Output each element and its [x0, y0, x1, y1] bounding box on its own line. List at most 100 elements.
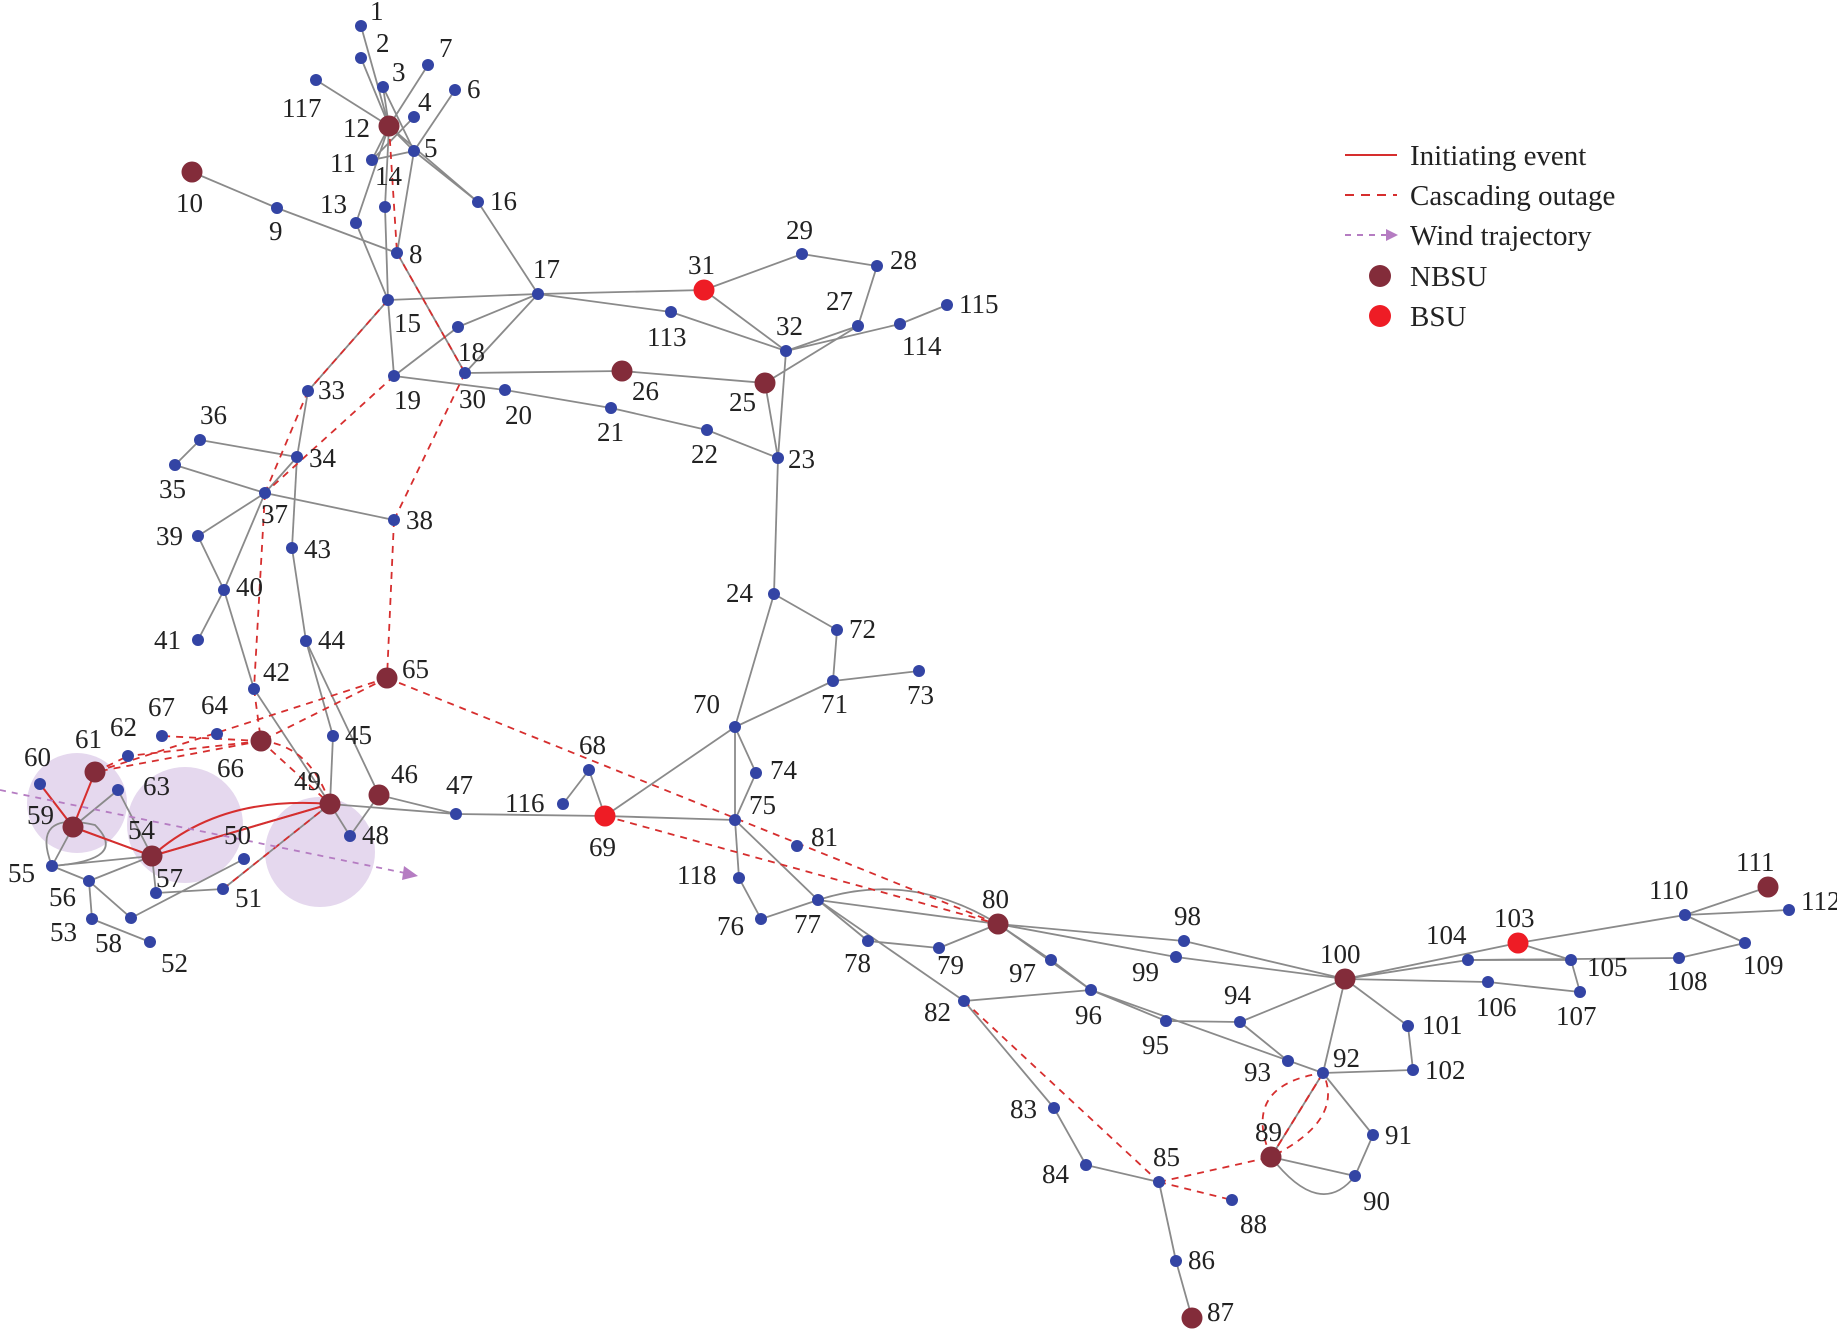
bus-label-45: 45: [345, 720, 372, 750]
bus-68: [583, 764, 595, 776]
line-12-13: [355, 125, 390, 224]
bus-label-74: 74: [770, 755, 798, 785]
line-108-109: [1678, 942, 1746, 959]
bus-44: [300, 635, 312, 647]
line-76-77: [760, 899, 819, 920]
line-113-32: [670, 311, 787, 352]
bus-79: [933, 942, 945, 954]
wind-trajectory-line: [0, 789, 406, 874]
bus-73: [913, 665, 925, 677]
bus-label-93: 93: [1244, 1057, 1271, 1087]
bus-label-24: 24: [726, 578, 754, 608]
bus-label-96: 96: [1075, 1000, 1102, 1030]
bus-label-50: 50: [224, 820, 251, 850]
line-54-56: [88, 855, 153, 882]
line-24-70: [734, 593, 775, 728]
line-2-12: [360, 57, 390, 127]
line-24-72: [773, 593, 838, 631]
bus-label-8: 8: [409, 239, 423, 269]
bus-12: [378, 115, 400, 137]
bus-34: [291, 451, 303, 463]
bus-label-69: 69: [589, 832, 616, 862]
line-20-21: [504, 389, 612, 409]
bus-50: [238, 853, 250, 865]
bus-75: [729, 814, 741, 826]
bus-74: [750, 767, 762, 779]
bus-109: [1739, 937, 1751, 949]
line-80-99: [997, 923, 1177, 958]
cascade-38-65: [386, 519, 395, 679]
bus-label-22: 22: [691, 439, 718, 469]
bus-label-115: 115: [959, 289, 999, 319]
transmission-lines: [39, 25, 1790, 1319]
cascade-49-51: [222, 803, 331, 890]
line-103-110: [1517, 914, 1686, 944]
bus-99: [1170, 951, 1182, 963]
cascade-37-42: [253, 492, 266, 690]
line-100-101: [1344, 978, 1409, 1027]
line-37-40: [223, 492, 266, 591]
bus-label-54: 54: [128, 815, 156, 845]
bus-label-103: 103: [1494, 903, 1535, 933]
bus-9: [271, 202, 283, 214]
bus-label-35: 35: [159, 474, 186, 504]
bus-label-68: 68: [579, 730, 606, 760]
bus-label-1: 1: [370, 0, 384, 26]
line-33-34: [296, 390, 309, 458]
cascade-92-89: [1270, 1072, 1324, 1158]
bus-104: [1462, 954, 1474, 966]
bus-21: [605, 402, 617, 414]
arc-77-80: [817, 888, 999, 925]
bus-label-80: 80: [982, 884, 1009, 914]
line-16-17: [477, 201, 539, 295]
line-44-46: [305, 640, 380, 796]
legend-wind-arrowhead: [1386, 229, 1398, 241]
bus-61: [84, 761, 106, 783]
bus-70: [729, 721, 741, 733]
bus-48: [344, 830, 356, 842]
bus-57: [150, 887, 162, 899]
line-94-93: [1239, 1021, 1289, 1062]
bus-label-81: 81: [811, 822, 838, 852]
bus-15: [382, 294, 394, 306]
bus-32: [780, 345, 792, 357]
line-99-100: [1175, 956, 1346, 980]
legend-bsu-label: BSU: [1410, 301, 1466, 333]
bus-label-42: 42: [263, 657, 290, 687]
bus-label-48: 48: [362, 820, 389, 850]
line-98-100: [1183, 940, 1346, 980]
bus-label-99: 99: [1132, 957, 1159, 987]
bus-10: [181, 161, 203, 183]
initiating-54-49: [151, 803, 331, 857]
bus-label-36: 36: [200, 400, 227, 430]
bus-94: [1234, 1016, 1246, 1028]
cascade-85-88: [1158, 1181, 1233, 1201]
bus-label-100: 100: [1320, 939, 1361, 969]
line-7-12: [388, 64, 429, 127]
bus-label-83: 83: [1010, 1094, 1037, 1124]
bus-label-21: 21: [597, 417, 624, 447]
line-34-37: [264, 456, 298, 494]
bus-label-32: 32: [776, 311, 803, 341]
bus-label-51: 51: [235, 883, 262, 913]
bus-20: [499, 384, 511, 396]
line-55-56: [51, 865, 90, 882]
bus-45: [327, 730, 339, 742]
bus-label-7: 7: [439, 33, 453, 63]
cascade-66-62: [127, 740, 262, 757]
bus-115: [941, 299, 953, 311]
line-69-47: [455, 813, 606, 817]
bus-22: [701, 424, 713, 436]
bus-label-67: 67: [148, 692, 175, 722]
bus-label-10: 10: [176, 188, 203, 218]
bus-5: [408, 145, 420, 157]
line-100-104: [1344, 959, 1469, 980]
bus-14: [379, 201, 391, 213]
bus-label-113: 113: [647, 322, 687, 352]
line-49-47: [329, 803, 457, 815]
line-84-85: [1085, 1164, 1160, 1183]
bus-label-82: 82: [924, 997, 951, 1027]
bus-59: [62, 816, 84, 838]
bus-label-88: 88: [1240, 1209, 1267, 1239]
